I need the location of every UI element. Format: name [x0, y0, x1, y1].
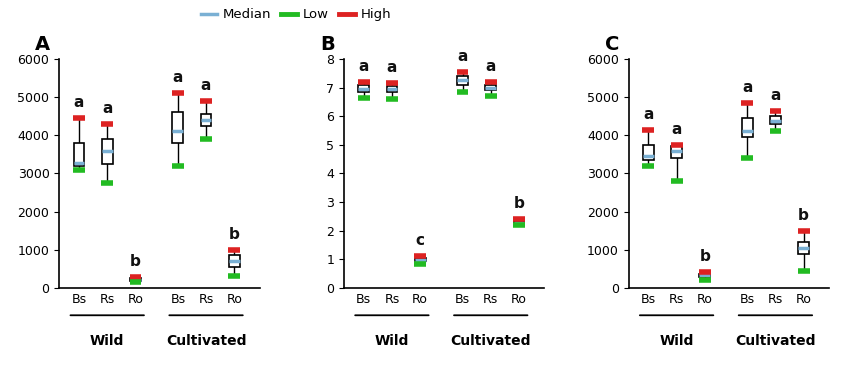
Text: B: B — [320, 35, 335, 55]
Bar — [671, 146, 682, 158]
Text: Wild: Wild — [90, 334, 124, 348]
Text: a: a — [643, 107, 654, 121]
Text: c: c — [415, 233, 425, 248]
Text: b: b — [514, 196, 525, 211]
Text: a: a — [173, 70, 183, 85]
Legend: Median, Low, High: Median, Low, High — [196, 3, 396, 27]
Text: a: a — [770, 87, 781, 103]
Text: Wild: Wild — [659, 334, 694, 348]
Bar — [173, 113, 184, 143]
Text: b: b — [799, 208, 809, 223]
Text: Cultivated: Cultivated — [450, 334, 531, 348]
Bar — [514, 221, 525, 224]
Text: b: b — [130, 254, 141, 269]
Text: a: a — [387, 61, 397, 75]
Bar — [102, 139, 113, 164]
Text: A: A — [36, 35, 50, 55]
Text: a: a — [672, 122, 682, 137]
Text: a: a — [742, 80, 752, 95]
Text: b: b — [700, 249, 711, 264]
Text: C: C — [605, 35, 619, 55]
Bar — [770, 116, 781, 124]
Bar — [201, 114, 212, 126]
Text: Cultivated: Cultivated — [166, 334, 246, 348]
Bar — [799, 242, 809, 254]
Bar — [457, 76, 468, 85]
Text: a: a — [102, 101, 113, 116]
Text: a: a — [486, 59, 496, 74]
Bar — [387, 86, 398, 92]
Text: Wild: Wild — [375, 334, 409, 348]
Bar — [700, 274, 710, 277]
Text: a: a — [359, 59, 369, 74]
Bar — [74, 143, 85, 166]
Bar — [643, 145, 654, 160]
Bar — [415, 258, 426, 261]
Text: a: a — [201, 78, 212, 93]
Bar — [742, 118, 753, 137]
Text: Cultivated: Cultivated — [735, 334, 816, 348]
Bar — [359, 85, 369, 92]
Text: b: b — [229, 227, 239, 242]
Bar — [130, 278, 140, 281]
Bar — [486, 85, 496, 90]
Text: a: a — [458, 49, 468, 64]
Text: a: a — [74, 95, 84, 110]
Bar — [229, 255, 239, 267]
